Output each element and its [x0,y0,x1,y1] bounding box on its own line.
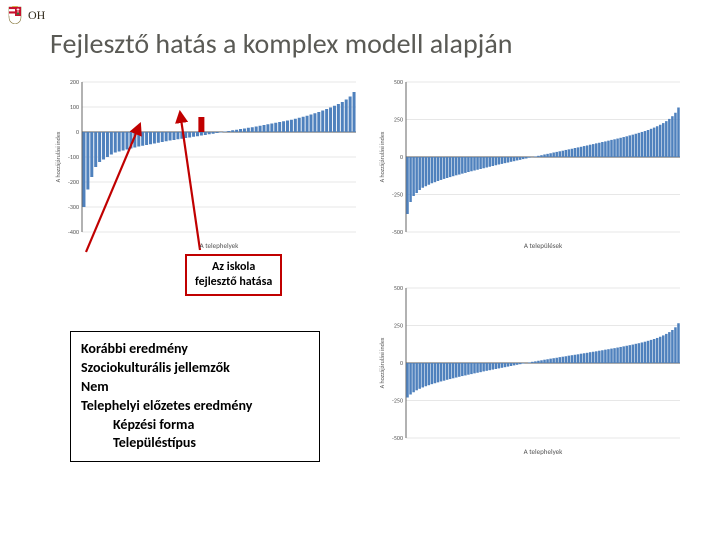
svg-text:0: 0 [400,153,403,161]
chart-left: -400 -300 -200 -100 0 100 200 A telephelyek A ho… [52,76,362,254]
chart-svg: -500 -250 0 250 500 A telephelyek A hozzájárul… [376,282,686,460]
svg-text:-200: -200 [68,178,79,186]
factors-list-item: Képzési forma [81,416,309,435]
factors-list-box: Korábbi eredménySzociokulturális jellemz… [70,331,320,462]
svg-text:250: 250 [394,116,403,124]
svg-text:100: 100 [70,103,79,111]
callout-box: Az iskolafejlesztő hatása [185,254,282,296]
hungary-coat-of-arms-icon [8,6,22,24]
svg-text:500: 500 [394,78,403,86]
chart-svg: -500 -250 0 250 500 A települések A hozzájárul… [376,76,686,254]
svg-text:-250: -250 [392,191,403,199]
logo-area: OH [8,6,45,24]
factors-list-item: Korábbi eredmény [81,340,309,359]
svg-text:A telephelyek: A telephelyek [524,447,563,456]
chart-svg: -400 -300 -200 -100 0 100 200 A telephelyek A ho… [52,76,362,254]
svg-text:-100: -100 [68,153,79,161]
svg-text:-250: -250 [392,397,403,405]
oh-label: OH [28,8,45,23]
factors-list-item: Nem [81,378,309,397]
factors-list-item: Telephelyi előzetes eredmény [81,397,309,416]
svg-text:A települések: A települések [524,241,563,250]
svg-text:500: 500 [394,284,403,292]
factors-list-item: Szociokulturális jellemzők [81,359,309,378]
page-title: Fejlesztő hatás a komplex modell alapján [50,26,513,61]
svg-text:0: 0 [400,359,403,367]
svg-text:A telephelyek: A telephelyek [200,241,239,250]
slide: OH Fejlesztő hatás a komplex modell alap… [0,0,720,540]
svg-text:-500: -500 [392,228,403,236]
svg-text:-500: -500 [392,434,403,442]
svg-text:250: 250 [394,322,403,330]
chart-right-bottom: -500 -250 0 250 500 A telephelyek A hozzájárul… [376,282,686,460]
svg-text:-300: -300 [68,203,79,211]
chart-right-top: -500 -250 0 250 500 A települések A hozzájárul… [376,76,686,254]
svg-text:A hozzájárulási index: A hozzájárulási index [378,337,386,388]
svg-text:A hozzájárulási index: A hozzájárulási index [54,131,62,182]
svg-text:0: 0 [76,128,79,136]
svg-text:-400: -400 [68,228,79,236]
svg-text:200: 200 [70,78,79,86]
svg-text:A hozzájárulási index: A hozzájárulási index [378,131,386,182]
factors-list-item: Településtípus [81,434,309,453]
